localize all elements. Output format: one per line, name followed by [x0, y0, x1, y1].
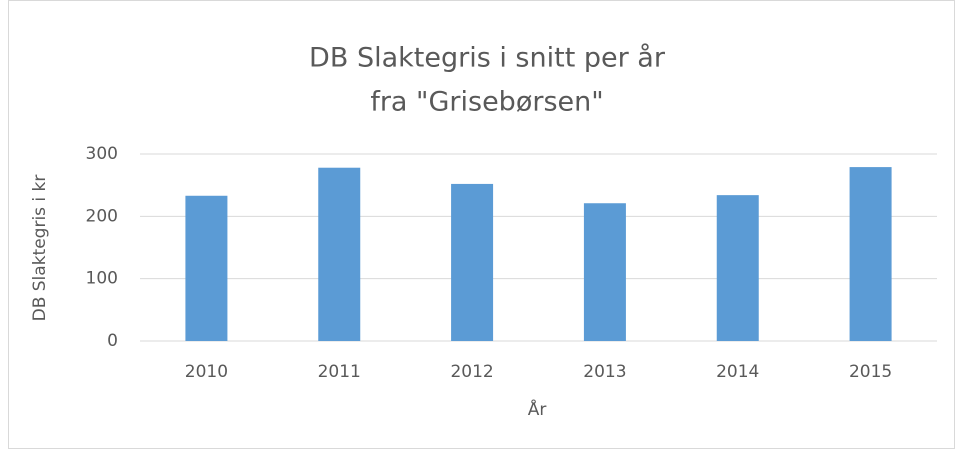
bar	[185, 195, 228, 341]
x-tick-label: 2011	[318, 362, 361, 382]
x-tick-label: 2014	[716, 362, 759, 382]
y-tick-label: 200	[86, 206, 118, 226]
y-tick-label: 100	[86, 269, 118, 289]
bar	[849, 167, 892, 341]
y-tick-label: 0	[107, 331, 118, 351]
y-tick-label: 300	[86, 144, 118, 164]
bar	[318, 167, 361, 341]
x-tick-label: 2013	[583, 362, 626, 382]
bar	[451, 183, 494, 341]
x-tick-label: 2015	[849, 362, 892, 382]
x-tick-label: 2012	[450, 362, 493, 382]
x-tick-label: 2010	[185, 362, 228, 382]
chart-title: DB Slaktegris i snitt per år	[309, 43, 666, 74]
y-axis-label: DB Slaktegris i kr	[30, 175, 50, 322]
bar	[716, 195, 759, 341]
chart-title: fra "Grisebørsen"	[370, 87, 603, 118]
x-axis-label: År	[528, 398, 547, 420]
bar	[583, 203, 626, 341]
